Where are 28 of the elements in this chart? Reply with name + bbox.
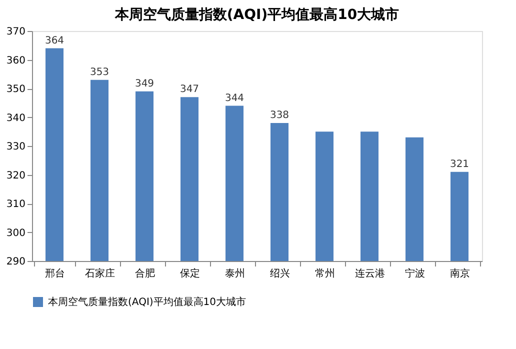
- x-tick-label: 邢台: [45, 268, 65, 280]
- y-tick-label: 330: [6, 142, 26, 152]
- y-tick-label: 320: [6, 170, 26, 182]
- x-tick-label: 连云港: [355, 268, 385, 280]
- y-tick-label: 350: [6, 84, 26, 95]
- x-tick-label: 常州: [315, 268, 335, 280]
- text: 349: [134, 78, 154, 90]
- legend-label: 本周空气质量指数(AQI)平均值最高10大城市: [48, 296, 246, 308]
- y-tick-label: 300: [6, 228, 26, 239]
- text: 344: [224, 92, 244, 104]
- x-tick-label: 南京: [450, 268, 470, 280]
- y-tick-label: 360: [6, 55, 26, 66]
- chart-title: 本周空气质量指数(AQI)平均值最高10大城市: [114, 6, 400, 23]
- text: 347: [180, 84, 200, 96]
- x-tick-label: 泰州: [225, 268, 245, 280]
- text: 321: [450, 158, 470, 170]
- x-tick-label: 绍兴: [270, 268, 290, 280]
- y-tick-label: 370: [6, 26, 26, 38]
- x-tick-label: 宁波: [405, 268, 425, 280]
- y-tick-label: 310: [6, 199, 26, 210]
- x-tick-label: 合肥: [135, 268, 155, 280]
- y-tick-label: 340: [6, 112, 26, 124]
- y-tick-label: 290: [6, 256, 26, 268]
- x-tick-label: 石家庄: [85, 268, 115, 280]
- text: 353: [90, 66, 110, 78]
- text: 338: [270, 110, 290, 121]
- text: 364: [44, 35, 64, 46]
- x-tick-label: 保定: [180, 268, 200, 280]
